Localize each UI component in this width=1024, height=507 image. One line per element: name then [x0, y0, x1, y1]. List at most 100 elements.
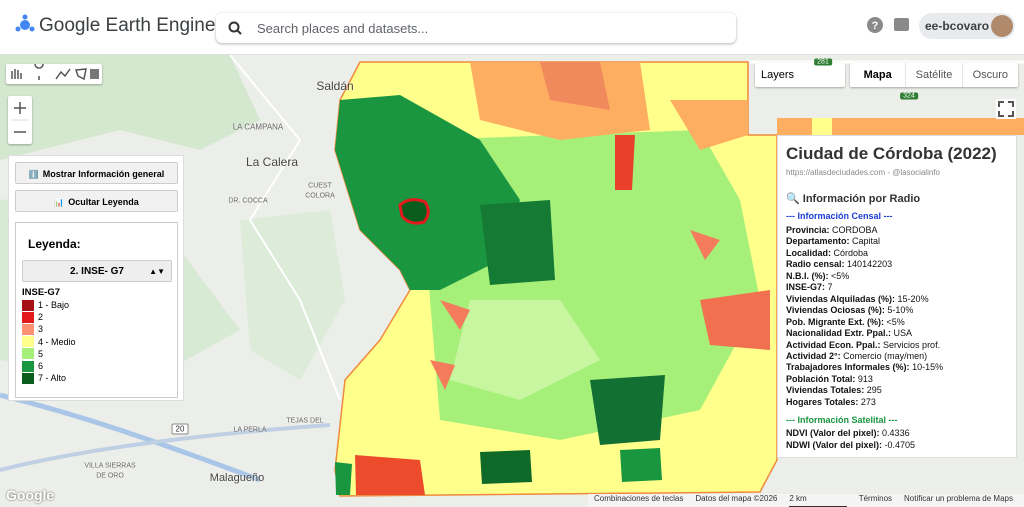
legend-label: 6 — [38, 361, 44, 371]
map-label: LA CAMPANA — [232, 122, 284, 132]
info-row: Radio censal: 140142203 — [786, 259, 892, 269]
footer-item[interactable]: Combinaciones de teclas — [594, 494, 684, 503]
button-icon: 📊 — [54, 198, 65, 207]
info-value: USA — [893, 328, 913, 339]
footer-item[interactable]: 2 km — [789, 494, 847, 507]
header: Google Earth Engine Search places and da… — [0, 0, 1024, 55]
footer-item[interactable]: Términos — [858, 494, 893, 503]
panel-button[interactable]: ℹ️ Mostrar Información general — [15, 162, 178, 184]
legend-box: Leyenda: 2. INSE- G7 ▲▼ INSE-G7 1 - Bajo 2… — [15, 222, 178, 398]
info-row: Nacionalidad Extr. Ppal.: USA — [786, 328, 912, 338]
info-row: NDVI (Valor del pixel): 0.4336 — [786, 428, 910, 438]
legend-swatch — [22, 360, 34, 372]
button-icon: ℹ️ — [28, 170, 39, 179]
button-label: Ocultar Leyenda — [68, 197, 139, 207]
info-row: Actividad 2°: Comercio (may/men) — [786, 351, 927, 361]
legend-swatch — [22, 311, 34, 323]
legend-label: 5 — [38, 348, 44, 359]
section-title-text: Información por Radio — [802, 193, 921, 205]
info-row: NDWI (Valor del pixel): -0.4705 — [786, 440, 915, 450]
user-chip[interactable]: ee-bcovaro — [919, 13, 1015, 39]
legend-swatch — [22, 372, 34, 384]
census-area — [812, 118, 832, 135]
info-row: Población Total: 913 — [786, 374, 873, 384]
info-value: 0.4336 — [882, 428, 910, 438]
legend-title: Leyenda: — [28, 237, 81, 251]
map-label: DE ORO — [96, 472, 124, 480]
map-label: La Calera — [245, 155, 299, 169]
info-row: Viviendas Alquiladas (%): 15-20% — [786, 294, 929, 304]
info-value: Córdoba — [833, 247, 869, 258]
info-value: 7 — [827, 282, 833, 293]
info-key: Trabajadores Informales (%): — [786, 362, 910, 373]
census-area — [450, 300, 600, 400]
info-key: Viviendas Alquiladas (%): — [786, 293, 896, 304]
selected-radio[interactable] — [398, 198, 430, 225]
map-label: VILLA SIERRAS — [84, 462, 136, 470]
section-title: 🔍 Información por Radio — [786, 193, 921, 205]
info-value: 5-10% — [887, 305, 914, 316]
info-key: Provincia: — [786, 225, 830, 235]
button-label: Mostrar Información general — [42, 169, 165, 179]
info-row: Departamento: Capital — [786, 236, 880, 246]
map-label: TEJAS DEL — [286, 417, 324, 425]
avatar — [991, 15, 1013, 37]
census-area — [335, 462, 352, 495]
layer-selector[interactable]: 2. INSE- G7 ▲▼ — [22, 260, 172, 282]
census-area — [700, 290, 770, 350]
drawing-tools[interactable] — [6, 59, 102, 84]
info-value: 913 — [857, 373, 873, 384]
svg-text:?: ? — [872, 20, 879, 32]
map-type-button[interactable]: Satélite — [905, 63, 961, 87]
legend-item: 5 — [22, 348, 43, 360]
legend-label: 4 - Medio — [38, 336, 76, 347]
footer-item[interactable]: Datos del mapa ©2026 — [695, 494, 778, 503]
legend-swatch — [22, 323, 34, 335]
search-box[interactable]: Search places and datasets... — [216, 13, 736, 43]
header-icons[interactable]: ? — [866, 15, 910, 35]
map-type-button[interactable]: Mapa — [863, 69, 892, 81]
info-key: NDWI (Valor del pixel): — [786, 439, 883, 450]
map-footer: Combinaciones de teclas Datos del mapa ©2… — [588, 494, 1024, 507]
layers-button[interactable]: Layers — [755, 63, 845, 87]
fullscreen-button[interactable] — [996, 99, 1016, 119]
census-header: --- Información Censal --- — [786, 211, 893, 221]
legend-item: 6 — [22, 360, 43, 372]
info-key: Radio censal: — [786, 259, 845, 270]
info-key: Departamento: — [786, 236, 850, 247]
tool-icons — [11, 59, 99, 81]
satellite-header: --- Información Satelital --- — [786, 415, 898, 425]
census-area — [355, 455, 425, 495]
info-row: Viviendas Totales: 295 — [786, 385, 882, 395]
highway — [0, 392, 261, 483]
info-row: Actividad Econ. Ppal.: Servicios prof. — [786, 340, 940, 350]
map-label: 281 — [814, 58, 832, 66]
footer-item[interactable]: Notificar un problema de Maps — [904, 494, 1013, 503]
info-row: Viviendas Ociosas (%): 5-10% — [786, 305, 913, 315]
map-label: Saldán — [316, 79, 354, 93]
info-value: 273 — [860, 396, 876, 407]
info-value: -0.4705 — [884, 439, 916, 450]
info-key: N.B.I. (%): — [786, 270, 829, 281]
info-key: Nacionalidad Extr. Ppal.: — [786, 328, 892, 339]
info-value: Capital — [852, 236, 881, 247]
zoom-controls[interactable] — [8, 96, 32, 144]
map-label: 20 — [171, 423, 189, 435]
info-value: 140142203 — [847, 259, 893, 270]
map-type-button[interactable]: Oscuro — [961, 63, 1018, 87]
info-title: Ciudad de Córdoba (2022) — [786, 144, 997, 163]
road — [229, 54, 341, 401]
legend-item: 2 — [22, 311, 43, 323]
info-value: Comercio (may/men) — [843, 350, 928, 361]
panel-button[interactable]: 📊 Ocultar Leyenda — [15, 190, 178, 212]
info-subtitle: https://atlasdeciudades.com - @lasociali… — [786, 168, 940, 177]
info-panel: Ciudad de Córdoba (2022) https://atlasde… — [777, 135, 1017, 458]
info-row: Hogares Totales: 273 — [786, 397, 876, 407]
census-area — [335, 95, 520, 290]
census-area — [777, 118, 1024, 135]
info-value: 295 — [866, 385, 882, 396]
legend-label: 1 - Bajo — [38, 300, 70, 310]
census-area — [620, 448, 662, 482]
census-area — [480, 450, 532, 484]
